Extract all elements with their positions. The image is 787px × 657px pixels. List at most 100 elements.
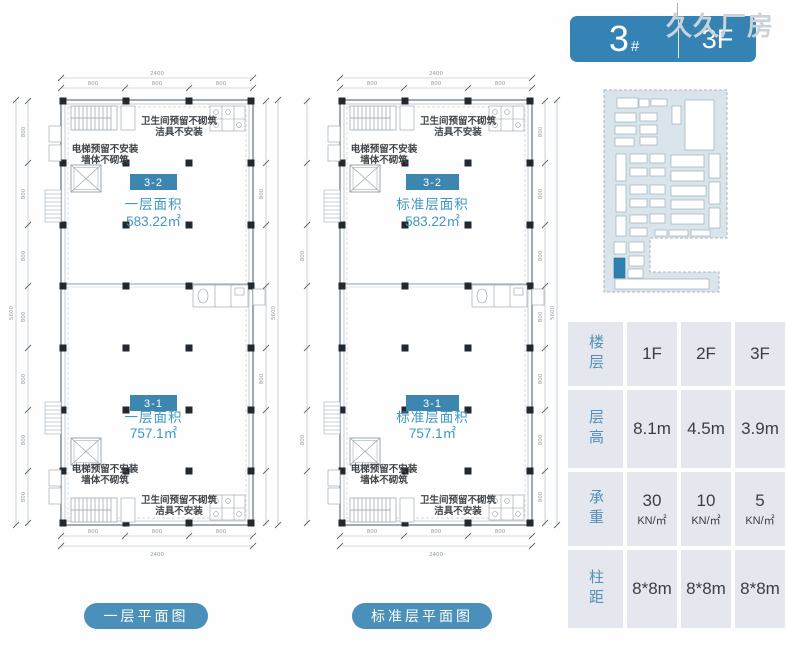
- floor-plan-first: 卫生间预留不砌筑 洁具不安装 电梯预留不安装 墙体不砌筑 电梯预留不安装 墙体不…: [9, 71, 282, 558]
- spec-cell: 8*8m: [735, 550, 785, 628]
- svg-text:800: 800: [21, 373, 27, 384]
- staircase-bottom: [349, 497, 415, 523]
- door-bump: [327, 487, 341, 505]
- spec-row-label: 柱距: [568, 550, 623, 628]
- svg-text:800: 800: [431, 81, 442, 87]
- svg-text:电梯预留不安装: 电梯预留不安装: [351, 143, 418, 155]
- spec-row-label: 承重: [568, 472, 623, 546]
- svg-text:800: 800: [538, 491, 544, 502]
- exterior-stair-top: [44, 189, 62, 223]
- building-number: 3 #: [570, 16, 678, 62]
- svg-text:800: 800: [300, 434, 306, 445]
- bathroom-middle: [192, 284, 249, 308]
- svg-text:800: 800: [21, 250, 27, 261]
- svg-text:墙体不砌筑: 墙体不砌筑: [81, 474, 129, 486]
- caption-standard-floor-plan[interactable]: 标准层平面图: [352, 603, 492, 629]
- svg-text:墙体不砌筑: 墙体不砌筑: [360, 474, 408, 486]
- spec-cell: 4.5m: [681, 390, 731, 468]
- elevator-shaft-bottom: [349, 437, 381, 466]
- floor-plan-standard: 卫生间预留不砌筑 洁具不安装 电梯预留不安装 墙体不砌筑 电梯预留不安装 墙体不…: [300, 71, 561, 558]
- spec-row-label: 楼层: [568, 322, 623, 386]
- door-bump: [252, 288, 266, 306]
- door-bump: [48, 487, 62, 505]
- svg-text:800: 800: [367, 529, 378, 535]
- spec-row-label: 层高: [568, 390, 623, 468]
- svg-text:800: 800: [259, 188, 265, 199]
- svg-text:2400: 2400: [429, 71, 443, 77]
- badge-divider: [678, 20, 679, 58]
- svg-text:一层面积: 一层面积: [125, 410, 183, 425]
- spec-cell: 3F: [735, 322, 785, 386]
- staircase-top: [70, 105, 136, 131]
- door-bump: [327, 469, 341, 487]
- svg-text:5600: 5600: [550, 306, 556, 320]
- spec-table: 楼层 1F 2F 3F 层高 8.1m 4.5m 3.9m 承重 30 KN/㎡ …: [568, 322, 785, 628]
- svg-text:800: 800: [538, 311, 544, 322]
- svg-text:800: 800: [21, 126, 27, 137]
- svg-text:标准层面积: 标准层面积: [396, 410, 469, 425]
- door-bump: [48, 125, 62, 143]
- door-bump: [531, 288, 545, 306]
- svg-text:墙体不砌筑: 墙体不砌筑: [360, 154, 408, 166]
- svg-text:卫生间预留不砌筑: 卫生间预留不砌筑: [420, 494, 497, 506]
- door-bump: [48, 144, 62, 162]
- svg-text:2400: 2400: [429, 552, 443, 558]
- svg-text:800: 800: [216, 81, 227, 87]
- svg-text:800: 800: [216, 529, 227, 535]
- svg-text:5600: 5600: [9, 306, 15, 320]
- svg-text:757.1㎡: 757.1㎡: [409, 426, 457, 441]
- highlighted-building-3[interactable]: [613, 257, 626, 279]
- svg-text:卫生间预留不砌筑: 卫生间预留不砌筑: [141, 115, 218, 127]
- spec-cell: 8*8m: [681, 550, 731, 628]
- svg-text:3-1: 3-1: [144, 398, 163, 410]
- svg-text:800: 800: [495, 81, 506, 87]
- door-bump: [327, 125, 341, 143]
- svg-text:电梯预留不安装: 电梯预留不安装: [72, 143, 139, 155]
- svg-text:800: 800: [21, 311, 27, 322]
- svg-text:800: 800: [21, 434, 27, 445]
- site-buildings: [613, 97, 721, 290]
- svg-text:800: 800: [538, 126, 544, 137]
- watermark-logo: 久久厂房: [666, 11, 775, 41]
- spec-cell: 10 KN/㎡: [681, 472, 731, 546]
- spec-cell: 8*8m: [627, 550, 677, 628]
- badge-divider-extension: [677, 3, 678, 17]
- unit-top-label: 3-2 标准层面积 583.22㎡: [396, 174, 468, 229]
- spec-cell: 8.1m: [627, 390, 677, 468]
- svg-text:800: 800: [259, 373, 265, 384]
- elevator-shaft-top: [349, 164, 381, 193]
- bathroom-middle: [471, 284, 528, 308]
- svg-text:800: 800: [300, 250, 306, 261]
- svg-text:583.22㎡: 583.22㎡: [126, 214, 181, 229]
- staircase-top: [349, 105, 415, 131]
- svg-text:800: 800: [538, 434, 544, 445]
- svg-text:5600: 5600: [271, 306, 277, 320]
- svg-text:卫生间预留不砌筑: 卫生间预留不砌筑: [141, 494, 218, 506]
- building-floors: 3F: [701, 23, 734, 54]
- svg-text:卫生间预留不砌筑: 卫生间预留不砌筑: [420, 115, 497, 127]
- building-badge: 3 # 3F: [570, 16, 756, 62]
- site-plan-thumbnail[interactable]: [598, 86, 736, 302]
- svg-text:800: 800: [367, 81, 378, 87]
- svg-text:800: 800: [538, 250, 544, 261]
- building-number-value: 3: [608, 18, 629, 59]
- svg-text:洁具不安装: 洁具不安装: [155, 505, 203, 517]
- svg-text:800: 800: [152, 81, 163, 87]
- door-bump: [327, 144, 341, 162]
- svg-text:800: 800: [88, 529, 99, 535]
- door-bump: [48, 469, 62, 487]
- svg-text:2400: 2400: [150, 552, 164, 558]
- unit-bottom-label: 3-1 标准层面积 757.1㎡: [396, 395, 469, 441]
- svg-text:800: 800: [538, 373, 544, 384]
- svg-text:800: 800: [431, 529, 442, 535]
- caption-first-floor-plan[interactable]: 一层平面图: [84, 603, 208, 629]
- dimension-lines: 2400 800 800 800 800 800 800 2400 5600 8…: [9, 71, 282, 558]
- svg-text:3-2: 3-2: [144, 177, 163, 189]
- spec-cell: 1F: [627, 322, 677, 386]
- svg-text:800: 800: [538, 188, 544, 199]
- exterior-stair-bottom: [323, 401, 341, 435]
- svg-text:800: 800: [495, 529, 506, 535]
- svg-text:洁具不安装: 洁具不安装: [155, 126, 203, 138]
- svg-text:电梯预留不安装: 电梯预留不安装: [351, 463, 418, 475]
- svg-text:3-2: 3-2: [423, 177, 442, 189]
